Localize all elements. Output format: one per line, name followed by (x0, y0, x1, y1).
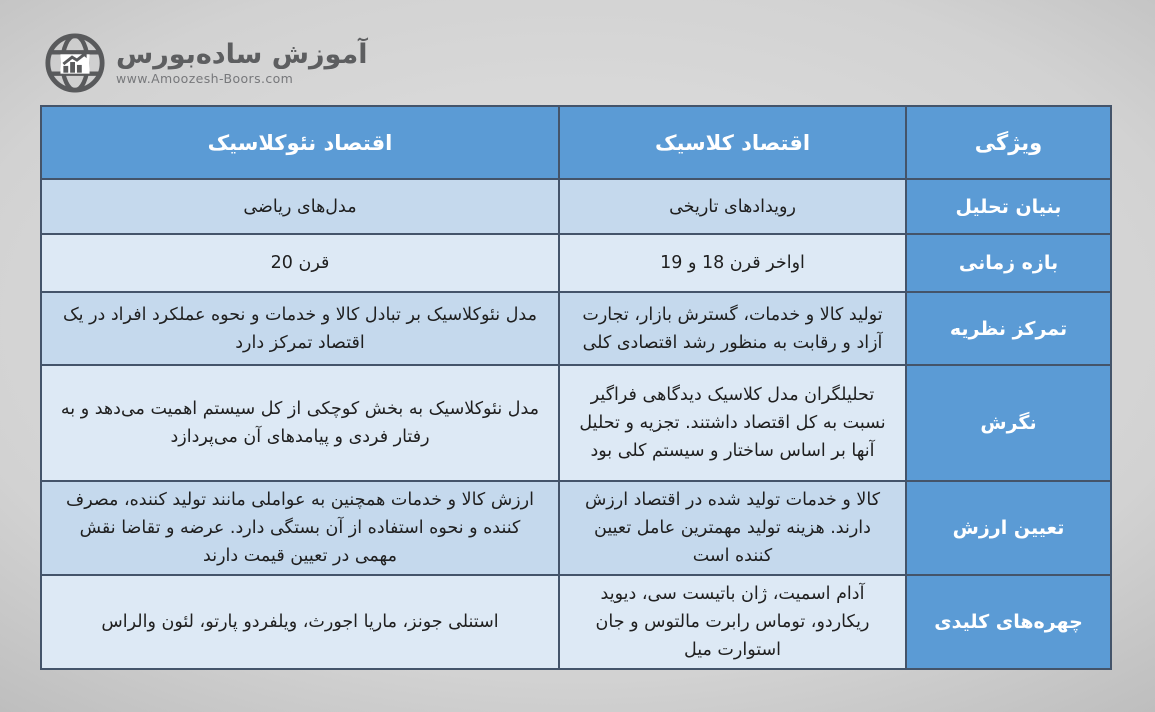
column-header-classical: اقتصاد کلاسیک (558, 105, 907, 180)
neoclassical-cell: استنلی جونز، ماریا اجورث، ویلفردو پارتو،… (40, 574, 560, 670)
brand-name: آموزش ساده‌بورس (116, 38, 368, 70)
neoclassical-cell: قرن 20 (40, 233, 560, 293)
classical-cell: آدام اسمیت، ژان باتیست سی، دیوید ریکاردو… (558, 574, 907, 670)
table-row: تعیین ارزش کالا و خدمات تولید شده در اقت… (40, 480, 1112, 576)
classical-cell: تحلیلگران مدل کلاسیک دیدگاهی فراگیر نسبت… (558, 364, 907, 482)
classical-cell: اواخر قرن 18 و 19 (558, 233, 907, 293)
classical-cell: تولید کالا و خدمات، گسترش بازار، تجارت آ… (558, 291, 907, 366)
row-label: چهره‌های کلیدی (905, 574, 1112, 670)
classical-cell: کالا و خدمات تولید شده در اقتصاد ارزش دا… (558, 480, 907, 576)
economics-comparison-table: ویژگی اقتصاد کلاسیک اقتصاد نئوکلاسیک بنی… (40, 105, 1112, 670)
row-label: بازه زمانی (905, 233, 1112, 293)
globe-chart-icon (45, 33, 105, 93)
site-logo: آموزش ساده‌بورس www.Amoozesh-Boors.com (44, 32, 367, 94)
table-row: بنیان تحلیل رویدادهای تاریخی مدل‌های ریا… (40, 178, 1112, 235)
table-row: چهره‌های کلیدی آدام اسمیت، ژان باتیست سی… (40, 574, 1112, 670)
table-row: تمرکز نظریه تولید کالا و خدمات، گسترش با… (40, 291, 1112, 366)
neoclassical-cell: مدل نئوکلاسیک به بخش کوچکی از کل سیستم ا… (40, 364, 560, 482)
brand-website: www.Amoozesh-Boors.com (116, 71, 294, 87)
row-label: تمرکز نظریه (905, 291, 1112, 366)
table-header-row: ویژگی اقتصاد کلاسیک اقتصاد نئوکلاسیک (40, 105, 1112, 180)
classical-cell: رویدادهای تاریخی (558, 178, 907, 235)
table-row: نگرش تحلیلگران مدل کلاسیک دیدگاهی فراگیر… (40, 364, 1112, 482)
row-label: نگرش (905, 364, 1112, 482)
row-label: تعیین ارزش (905, 480, 1112, 576)
row-label: بنیان تحلیل (905, 178, 1112, 235)
neoclassical-cell: مدل نئوکلاسیک بر تبادل کالا و خدمات و نح… (40, 291, 560, 366)
neoclassical-cell: ارزش کالا و خدمات همچنین به عواملی مانند… (40, 480, 560, 576)
column-header-neoclassical: اقتصاد نئوکلاسیک (40, 105, 560, 180)
neoclassical-cell: مدل‌های ریاضی (40, 178, 560, 235)
column-header-feature: ویژگی (905, 105, 1112, 180)
table-row: بازه زمانی اواخر قرن 18 و 19 قرن 20 (40, 233, 1112, 293)
